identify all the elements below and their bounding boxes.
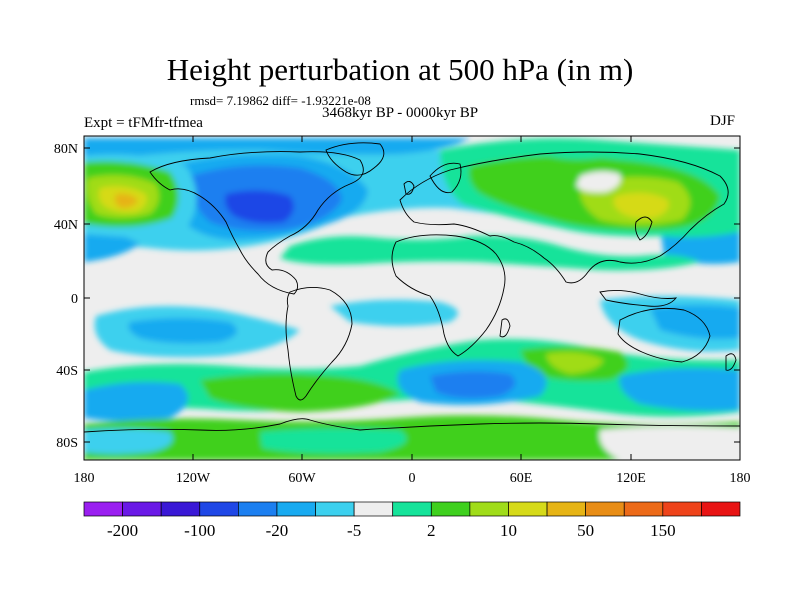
colorbar-swatch <box>585 501 625 517</box>
contour-asia-gap <box>576 171 621 193</box>
colorbar-label: 150 <box>650 521 676 540</box>
colorbar-swatch <box>83 501 123 517</box>
colorbar-swatch <box>662 501 702 517</box>
plot-title: Height perturbation at 500 hPa (in m) <box>166 52 634 87</box>
colorbar-label: -20 <box>266 521 289 540</box>
coast-south-america <box>285 287 353 401</box>
contour-satl-cyan <box>330 299 458 326</box>
contour-polar-cyan <box>84 428 173 454</box>
contour-asia-yellow <box>613 192 669 219</box>
contour-polar-gap <box>599 426 740 460</box>
contour-soc2-blue <box>430 371 516 399</box>
rmsd-diff-stats: rmsd= 7.19862 diff= -1.93221e-08 <box>190 93 371 108</box>
contour-indo-sky <box>650 305 740 339</box>
contour-polar-mint <box>260 428 407 454</box>
colorbar-swatch <box>199 501 239 517</box>
colorbar-labels: -200 -100 -20 -5 2 10 50 150 <box>107 521 676 540</box>
lat-tick-label: 40N <box>54 218 78 233</box>
lon-tick-label: 60W <box>288 471 316 486</box>
coast-japan <box>635 216 653 241</box>
coast-north-america <box>149 151 364 295</box>
colorbar-swatch <box>315 501 355 517</box>
contour-subtrop-mint <box>280 235 700 271</box>
coast-antarctica <box>84 418 740 433</box>
colorbar-swatch <box>392 501 432 517</box>
colorbar-swatch <box>701 501 741 517</box>
contour-field <box>84 136 740 460</box>
map-axes: 80N 40N 0 40S 80S 180 120W 60W 0 60E 120E 180 <box>54 136 751 486</box>
colorbar-swatch <box>623 501 664 517</box>
colorbar-swatch <box>430 501 471 517</box>
experiment-label: Expt = tFMfr-tfmea <box>84 115 203 131</box>
colorbar-boxes <box>83 501 741 517</box>
colorbar-label: 2 <box>427 521 436 540</box>
lat-tick-label: 0 <box>71 292 78 307</box>
lon-tick-label: 180 <box>730 471 751 486</box>
coast-africa <box>391 234 506 357</box>
contour-na-deep-blue <box>225 190 294 224</box>
colorbar-swatch <box>276 501 316 517</box>
colorbar-label: 10 <box>500 521 517 540</box>
contour-npac-mustard <box>114 193 138 208</box>
coast-madagascar <box>499 318 511 338</box>
coast-britain <box>403 181 415 195</box>
lon-tick-label: 180 <box>74 471 95 486</box>
contour-soc3-sky <box>619 368 740 412</box>
colorbar-swatch <box>469 501 509 517</box>
colorbar-swatch <box>508 501 548 517</box>
contour-soc-sky <box>84 382 188 421</box>
coast-australia <box>617 307 711 363</box>
coast-indonesia <box>599 289 678 307</box>
contour-sind-lime <box>546 352 604 374</box>
colorbar-label: -100 <box>184 521 215 540</box>
coast-new-zealand <box>725 353 737 371</box>
period-label: 3468kyr BP - 0000kyr BP <box>322 105 479 121</box>
colorbar-swatch <box>160 501 201 517</box>
coast-eurasia <box>399 151 729 284</box>
lon-tick-label: 120W <box>176 471 211 486</box>
colorbar-swatch <box>238 501 278 517</box>
coast-scandinavia <box>429 162 462 194</box>
lon-tick-label: 60E <box>510 471 533 486</box>
contour-arctic-sky <box>84 138 470 162</box>
contour-south-green <box>200 373 400 412</box>
colorbar-swatch <box>353 501 394 517</box>
lat-tick-label: 80S <box>56 436 78 451</box>
lat-tick-label: 80N <box>54 142 78 157</box>
coast-greenland <box>325 142 385 176</box>
lon-tick-label: 120E <box>616 471 646 486</box>
lon-tick-label: 0 <box>409 471 416 486</box>
colorbar-swatch <box>546 501 586 517</box>
lat-tick-label: 40S <box>56 364 78 379</box>
colorbar-swatch <box>122 501 162 517</box>
season-label: DJF <box>710 113 736 129</box>
contour-spac-sky <box>128 318 238 344</box>
coastlines <box>84 142 740 433</box>
contour-atlantic-sky <box>84 228 140 262</box>
contour-europe-mint <box>540 139 610 160</box>
colorbar-label: -5 <box>347 521 361 540</box>
colorbar-label: 50 <box>577 521 594 540</box>
colorbar-label: -200 <box>107 521 138 540</box>
contour-polar-green <box>84 415 740 460</box>
